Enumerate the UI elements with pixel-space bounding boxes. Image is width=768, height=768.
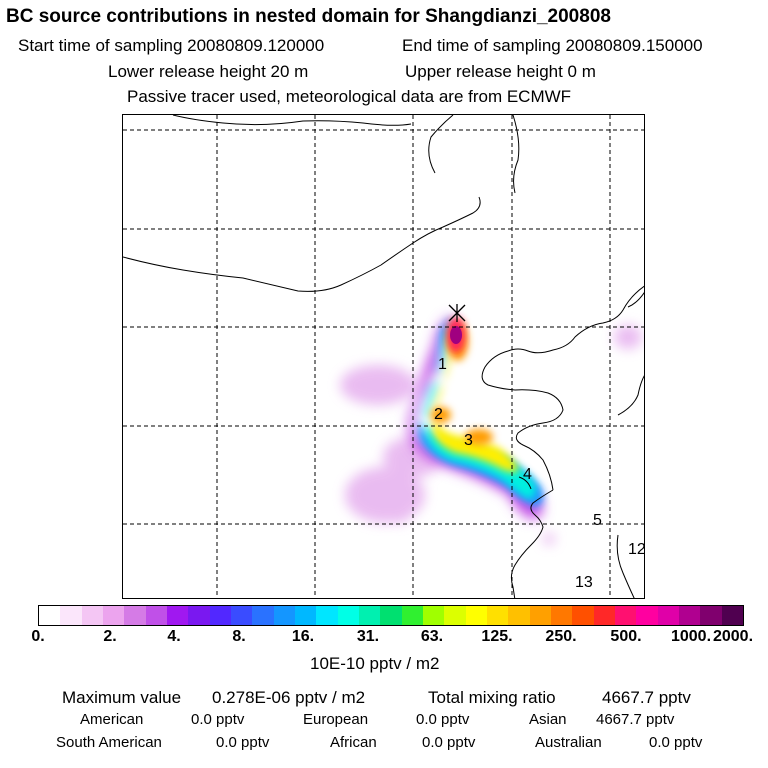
colorbar-tick: 2000.: [712, 628, 754, 645]
trajectory-label: 2: [434, 406, 443, 423]
max-value-label: Maximum value: [62, 688, 182, 707]
colorbar-segment: [145, 606, 167, 625]
colorbar-segment: [81, 606, 103, 625]
chart-title: BC source contributions in nested domain…: [6, 6, 611, 27]
colorbar-segment: [230, 606, 253, 625]
colorbar-tick: 1000.: [670, 628, 712, 645]
colorbar-tick: 250.: [545, 628, 577, 645]
trajectory-label: 5: [593, 512, 602, 529]
colorbar-segment: [188, 606, 210, 625]
trajectory-label: 12: [628, 541, 645, 558]
colorbar-segment: [124, 606, 146, 625]
lat-lon-grid: [123, 115, 644, 598]
colorbar-segment: [657, 606, 679, 625]
plume-cyan-layer: [425, 320, 536, 499]
colorbar-tick: 8.: [232, 628, 246, 645]
colorbar-segment: [273, 606, 295, 625]
colorbar-segment: [401, 606, 423, 625]
region-value: 0.0 pptv: [422, 734, 476, 751]
colorbar-segment: [614, 606, 637, 625]
colorbar-segment: [636, 606, 658, 625]
colorbar-segment: [337, 606, 359, 625]
colorbar-segment: [508, 606, 530, 625]
trajectory-label: 4: [523, 466, 532, 483]
plume-yellow-layer: [433, 325, 519, 472]
colorbar-tick: 2.: [103, 628, 117, 645]
region-value: 4667.7 pptv: [596, 711, 675, 728]
colorbar-units: 10E-10 pptv / m2: [310, 654, 440, 673]
colorbar-segment: [316, 606, 338, 625]
region-name: South American: [56, 734, 162, 751]
colorbar-tick: 500.: [610, 628, 642, 645]
region-name: European: [303, 711, 369, 728]
colorbar-tick: 16.: [291, 628, 315, 645]
total-mixing-value: 4667.7 pptv: [602, 688, 691, 707]
colorbar: [38, 605, 744, 626]
region-value: 0.0 pptv: [191, 711, 245, 728]
trajectory-label: 3: [464, 432, 473, 449]
tracer-info-label: Passive tracer used, meteorological data…: [127, 87, 572, 106]
trajectory-labels: 1 2 3 4 5 12 13: [434, 356, 645, 591]
region-name: American: [80, 711, 144, 728]
region-name: Australian: [535, 734, 602, 751]
colorbar-segment: [209, 606, 231, 625]
end-time-label: End time of sampling 20080809.150000: [402, 36, 703, 55]
region-value: 0.0 pptv: [216, 734, 270, 751]
colorbar-segment: [444, 606, 466, 625]
concentration-plume: [340, 315, 642, 545]
colorbar-segment: [166, 606, 189, 625]
total-mixing-label: Total mixing ratio: [428, 688, 556, 707]
region-name: Asian: [529, 711, 567, 728]
start-time-label: Start time of sampling 20080809.120000: [18, 36, 325, 55]
region-value: 0.0 pptv: [649, 734, 703, 751]
colorbar-segment: [678, 606, 701, 625]
plume-peak: [447, 317, 465, 353]
trajectory-path: [448, 304, 532, 490]
colorbar-segment: [572, 606, 594, 625]
lower-release-label: Lower release height 20 m: [108, 62, 309, 81]
region-value: 0.0 pptv: [416, 711, 470, 728]
colorbar-segment: [294, 606, 317, 625]
colorbar-tick: 4.: [167, 628, 181, 645]
colorbar-tick: 63.: [420, 628, 444, 645]
station-marker-icon: [448, 304, 466, 322]
colorbar-segment: [529, 606, 551, 625]
colorbar-segment: [465, 606, 487, 625]
colorbar-tick: 31.: [356, 628, 380, 645]
upper-release-label: Upper release height 0 m: [405, 62, 596, 81]
colorbar-segment: [60, 606, 82, 625]
colorbar-segment: [39, 606, 61, 625]
colorbar-segment: [358, 606, 381, 625]
colorbar-tick: 125.: [481, 628, 513, 645]
colorbar-segment: [593, 606, 615, 625]
max-value: 0.278E-06 pptv / m2: [212, 688, 366, 707]
colorbar-tick: 0.: [31, 628, 45, 645]
map-panel: 1 2 3 4 5 12 13: [122, 114, 645, 599]
map-canvas: 1 2 3 4 5 12 13: [123, 115, 645, 598]
colorbar-segment: [422, 606, 445, 625]
colorbar-segment: [252, 606, 274, 625]
colorbar-segment: [550, 606, 573, 625]
trajectory-label: 1: [438, 356, 447, 373]
coastlines: [123, 115, 644, 598]
colorbar-segment: [721, 606, 743, 625]
trajectory-label: 13: [575, 574, 593, 591]
colorbar-segment: [380, 606, 402, 625]
colorbar-segment: [486, 606, 509, 625]
colorbar-segment: [700, 606, 722, 625]
region-name: African: [330, 734, 377, 751]
colorbar-segment: [102, 606, 125, 625]
